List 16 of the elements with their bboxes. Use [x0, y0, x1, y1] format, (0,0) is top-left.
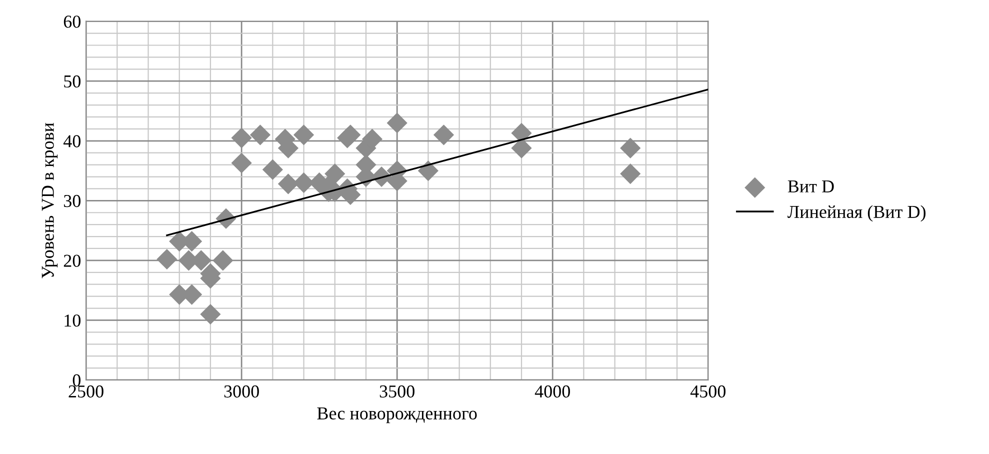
y-tick-label: 60 — [64, 16, 80, 28]
x-axis-title: Вес новорожденного — [317, 407, 477, 424]
y-tick-label: 30 — [64, 194, 80, 208]
x-tick-label: 4500 — [690, 385, 726, 398]
y-tick-label: 50 — [64, 75, 80, 88]
y-tick-label: 10 — [64, 314, 80, 327]
x-tick-label: 4000 — [534, 385, 570, 398]
legend-label: Вит D — [788, 180, 834, 192]
y-tick-label: 40 — [63, 135, 80, 148]
y-axis-title: Уровень VD в крови — [42, 122, 58, 278]
y-tick-label: 20 — [64, 254, 80, 267]
x-tick-label: 3500 — [380, 385, 414, 398]
y-tick-label: 0 — [72, 374, 80, 386]
x-tick-label: 3000 — [224, 385, 259, 398]
legend-label: Линейная (Вит D) — [788, 205, 926, 222]
x-tick-label: 2500 — [68, 385, 104, 398]
